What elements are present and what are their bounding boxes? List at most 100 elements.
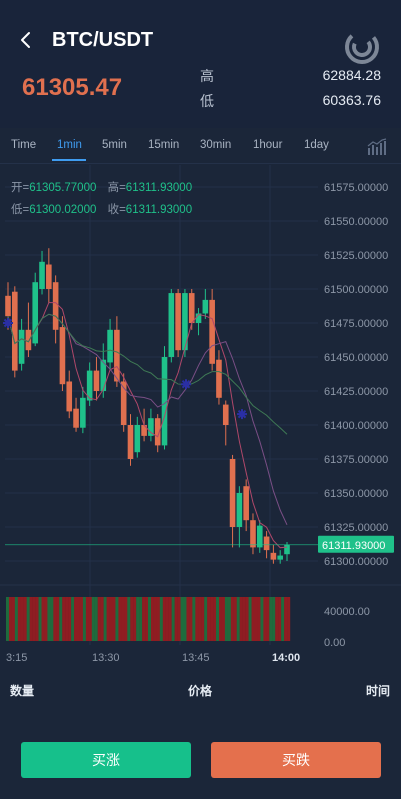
volume-bar xyxy=(216,597,220,641)
high-value: 61311.93000 xyxy=(125,182,193,194)
candle-body xyxy=(107,329,113,363)
candle-body xyxy=(148,418,154,436)
candle-body xyxy=(168,293,175,357)
tab-15min[interactable]: 15min xyxy=(148,139,180,151)
volume-bar xyxy=(272,597,276,641)
kline-svg[interactable]: 61575.00000 61550.00000 61525.00000 61500.0… xyxy=(0,165,401,675)
candle-body xyxy=(202,299,209,314)
volume-bar xyxy=(71,597,75,641)
close-value: 61311.93000 xyxy=(125,204,193,216)
candle-body xyxy=(18,329,25,364)
tab-1day[interactable]: 1day xyxy=(304,139,329,151)
volume-bar xyxy=(85,597,90,641)
volume-bar xyxy=(121,597,125,641)
circular-c-logo-icon xyxy=(345,30,379,64)
candle-body xyxy=(270,552,277,560)
candle-body xyxy=(175,293,181,351)
high-label: 高 xyxy=(200,68,214,84)
volume-bar xyxy=(133,597,137,641)
volume-bar xyxy=(275,597,279,641)
y-tick-label: 61450.00000 xyxy=(324,352,388,364)
volume-bar xyxy=(139,597,143,641)
volume-bar xyxy=(260,597,264,641)
buy-down-button[interactable]: 买跌 xyxy=(211,742,381,778)
volume-bar xyxy=(251,597,255,641)
ma-line-long xyxy=(7,313,288,435)
candle-body xyxy=(236,493,243,527)
trade-marker xyxy=(181,379,191,390)
candle-body xyxy=(263,536,270,551)
volume-bar xyxy=(91,597,95,641)
candle-body xyxy=(32,282,39,344)
tab-time[interactable]: Time xyxy=(11,139,37,151)
trade-marker xyxy=(3,318,13,328)
volume-bar xyxy=(207,597,211,641)
volume-bar xyxy=(88,597,92,641)
volume-bar xyxy=(183,597,187,641)
tab-1hour[interactable]: 1hour xyxy=(253,139,283,151)
volume-bar xyxy=(210,597,214,641)
y-tick-label: 61425.00000 xyxy=(324,386,388,398)
candle-body xyxy=(250,520,256,548)
volume-bar xyxy=(201,597,205,641)
candle-body xyxy=(229,459,236,527)
volume-tick-label: 0.00 xyxy=(324,637,345,649)
header: BTC/USDT 61305.47 高 62884.28 低 60363.76 xyxy=(0,0,401,128)
y-tick-label: 61475.00000 xyxy=(324,318,388,330)
y-tick-label: 61375.00000 xyxy=(324,454,388,466)
candle-body xyxy=(12,291,18,371)
high-label: 高= xyxy=(107,182,126,194)
volume-bar xyxy=(124,597,128,641)
volume-bar xyxy=(106,597,110,641)
volume-bar xyxy=(287,597,291,641)
kline-chart[interactable]: 61575.00000 61550.00000 61525.00000 61500.0… xyxy=(0,165,401,675)
volume-bar xyxy=(118,597,122,641)
tab-5min[interactable]: 5min xyxy=(102,139,127,151)
volume-bar xyxy=(168,597,172,641)
volume-bar xyxy=(11,597,16,641)
volume-bar xyxy=(103,597,107,641)
volume-bar xyxy=(100,597,104,641)
candle-body xyxy=(66,381,73,412)
y-tick-label: 61400.00000 xyxy=(324,420,388,432)
volume-bar xyxy=(59,597,63,641)
candle-body xyxy=(5,295,11,317)
candle-body xyxy=(188,293,195,323)
timeframe-tabs: Time 1min 5min 15min 30min 1hour 1day xyxy=(0,128,401,164)
volume-bar xyxy=(159,597,163,641)
volume-bar xyxy=(23,597,27,641)
candle-body xyxy=(209,299,215,364)
y-tick-label: 61300.00000 xyxy=(324,556,388,568)
ohlc-row-1: 开=61305.77000 高=61311.93000 xyxy=(11,179,192,195)
candle-body xyxy=(141,425,147,436)
indicator-chart-icon[interactable] xyxy=(367,138,387,156)
volume-bar xyxy=(186,597,190,641)
tab-1min[interactable]: 1min xyxy=(57,139,82,151)
volume-bar xyxy=(224,597,229,641)
buy-up-button[interactable]: 买涨 xyxy=(21,742,191,778)
y-tick-label: 61350.00000 xyxy=(324,488,388,500)
volume-bar xyxy=(198,597,202,641)
volume-bar xyxy=(26,597,30,641)
trade-list-header: 数量 价格 时间 xyxy=(0,682,401,702)
candle-body xyxy=(243,486,249,521)
volume-bar xyxy=(97,597,101,641)
close-label: 收= xyxy=(107,204,126,216)
low-value: 60363.76 xyxy=(322,92,381,108)
volume-bar xyxy=(266,597,270,641)
volume-bar xyxy=(254,597,258,641)
volume-bar xyxy=(192,597,196,641)
open-value: 61305.77000 xyxy=(29,182,97,194)
qty-label: 数量 xyxy=(10,684,35,698)
x-tick-label: 14:00 xyxy=(272,652,300,664)
volume-bar xyxy=(6,597,10,641)
tab-30min[interactable]: 30min xyxy=(200,139,232,151)
volume-bar xyxy=(227,597,232,641)
low-label: 低= xyxy=(11,204,30,216)
volume-bar xyxy=(230,597,234,641)
volume-bar xyxy=(174,597,178,641)
volume-bar xyxy=(136,597,140,641)
y-tick-label: 61550.00000 xyxy=(324,216,388,228)
candle-body xyxy=(25,329,32,351)
chevron-left-icon[interactable] xyxy=(16,30,36,50)
